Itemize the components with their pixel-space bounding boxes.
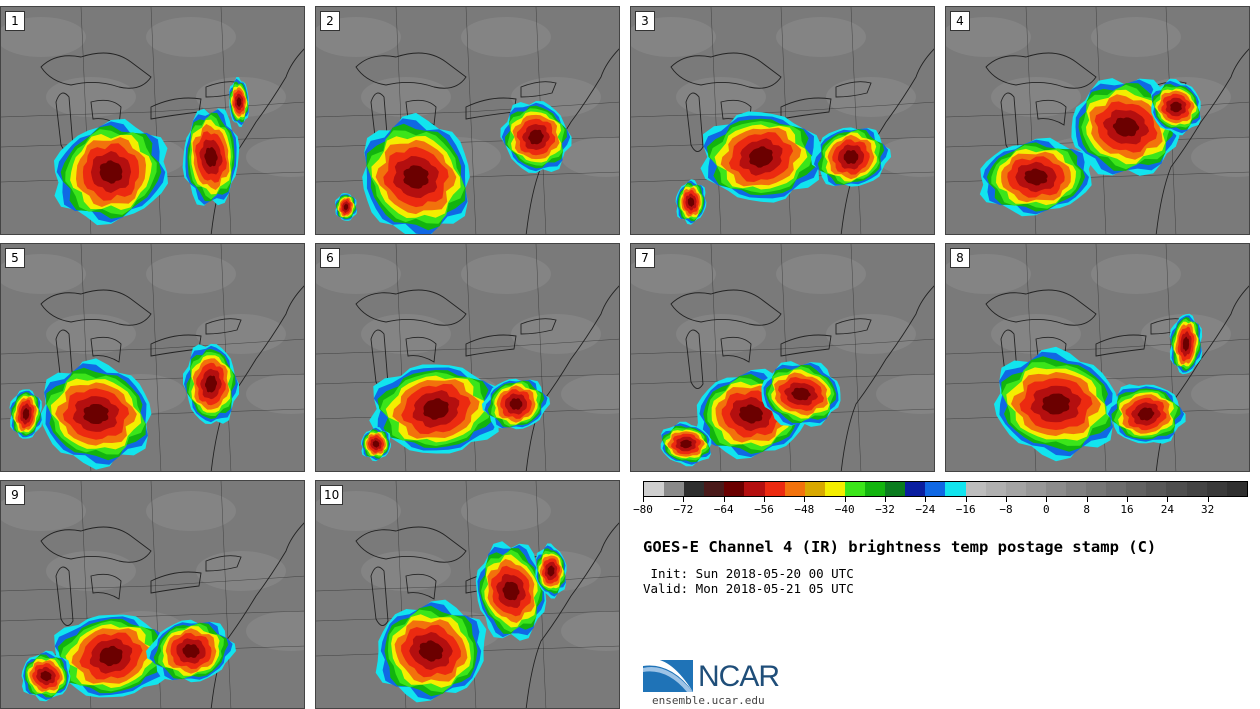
colorbar-tick-label: −32 — [875, 503, 895, 516]
colorbar-tick-mark — [965, 497, 967, 502]
colorbar-tick-mark — [643, 497, 644, 502]
colorbar-tick-label: −24 — [915, 503, 936, 516]
colorbar — [643, 481, 1248, 497]
colorbar-segment — [824, 482, 845, 496]
colorbar-segment — [704, 482, 725, 496]
colorbar-segment — [724, 482, 745, 496]
colorbar-tick-mark — [1006, 497, 1007, 502]
ensemble-member-panel: 6 — [315, 243, 620, 472]
colorbar-tick-mark — [804, 497, 806, 502]
colorbar-tick-label: −80 — [633, 503, 653, 516]
colorbar-segment — [664, 482, 685, 496]
ensemble-member-panel: 9 — [0, 480, 305, 709]
ir-satellite-map — [946, 7, 1249, 234]
panel-number: 6 — [320, 248, 340, 268]
colorbar-segment — [1186, 482, 1207, 496]
colorbar-segment — [684, 482, 705, 496]
panel-number: 10 — [320, 485, 344, 505]
panel-number: 4 — [950, 11, 970, 31]
ir-satellite-map — [1, 244, 304, 471]
colorbar-segment — [945, 482, 966, 496]
colorbar-tick-label: 0 — [1043, 503, 1050, 516]
ensemble-member-panel: 7 — [630, 243, 935, 472]
colorbar-segment — [1005, 482, 1026, 496]
colorbar-segment — [925, 482, 946, 496]
ir-satellite-map — [631, 7, 934, 234]
colorbar-tick-label: 8 — [1083, 503, 1090, 516]
colorbar-segment — [885, 482, 906, 496]
colorbar-tick-label: −40 — [834, 503, 855, 516]
colorbar-tick-label: −8 — [999, 503, 1013, 516]
colorbar-ticks: −80 −72 −64 −56 −48 −40 −32 −24 −16 −8 0 8 16 24 32 — [633, 497, 1248, 517]
ir-satellite-map — [316, 481, 619, 708]
panel-number: 8 — [950, 248, 970, 268]
colorbar-segment — [764, 482, 785, 496]
panel-number: 2 — [320, 11, 340, 31]
colorbar-tick-mark — [925, 497, 927, 502]
colorbar-tick-label: −64 — [713, 503, 734, 516]
colorbar-segment — [1206, 482, 1227, 496]
colorbar-segment — [744, 482, 765, 496]
valid-time: Valid: Mon 2018-05-21 05 UTC — [643, 581, 854, 596]
colorbar-tick-mark — [683, 497, 685, 502]
panel-number: 7 — [635, 248, 655, 268]
colorbar-tick-label: −72 — [673, 503, 694, 516]
colorbar-segment — [1226, 482, 1247, 496]
colorbar-tick-mark — [885, 497, 886, 502]
panel-number: 3 — [635, 11, 655, 31]
colorbar-segment — [905, 482, 926, 496]
colorbar-tick-label: 16 — [1120, 503, 1134, 516]
colorbar-tick-label: 24 — [1160, 503, 1174, 516]
colorbar-tick-mark — [723, 497, 725, 502]
ir-satellite-map — [946, 244, 1249, 471]
colorbar-tick-mark — [1127, 497, 1128, 502]
ir-satellite-map — [1, 481, 304, 708]
ncar-logo-icon — [643, 658, 693, 692]
ir-satellite-map — [316, 7, 619, 234]
colorbar-segment — [784, 482, 805, 496]
colorbar-segment — [1106, 482, 1127, 496]
colorbar-segment — [965, 482, 986, 496]
colorbar-segment — [804, 482, 825, 496]
colorbar-tick-mark — [1207, 497, 1209, 502]
colorbar-tick-label: −48 — [794, 503, 815, 516]
colorbar-tick-mark — [1086, 497, 1088, 502]
colorbar-tick-mark — [844, 497, 846, 502]
panel-number: 1 — [5, 11, 25, 31]
ensemble-member-panel: 4 — [945, 6, 1250, 235]
ensemble-member-panel: 1 — [0, 6, 305, 235]
ensemble-member-panel: 10 — [315, 480, 620, 709]
colorbar-tick-mark — [1167, 497, 1169, 502]
ncar-logo-text: NCAR — [698, 660, 780, 693]
colorbar-tick-label: 32 — [1201, 503, 1215, 516]
ensemble-member-panel: 5 — [0, 243, 305, 472]
colorbar-segment — [644, 482, 665, 496]
colorbar-tick-mark — [764, 497, 765, 502]
ensemble-member-panel: 2 — [315, 6, 620, 235]
colorbar-segment — [1045, 482, 1066, 496]
colorbar-segment — [865, 482, 886, 496]
ir-satellite-map — [631, 244, 934, 471]
colorbar-tick-mark — [1046, 497, 1048, 502]
colorbar-segment — [844, 482, 866, 496]
colorbar-segment — [985, 482, 1006, 496]
colorbar-segment — [1166, 482, 1187, 496]
colorbar-segment — [1065, 482, 1087, 496]
panel-number: 9 — [5, 485, 25, 505]
panel-number: 5 — [5, 248, 25, 268]
colorbar-segment — [1086, 482, 1107, 496]
ir-satellite-map — [316, 244, 619, 471]
init-time: Init: Sun 2018-05-20 00 UTC — [643, 566, 854, 581]
colorbar-tick-label: −16 — [955, 503, 976, 516]
colorbar-segment — [1126, 482, 1147, 496]
colorbar-segment — [1146, 482, 1167, 496]
ir-satellite-map — [1, 7, 304, 234]
ensemble-member-panel: 3 — [630, 6, 935, 235]
colorbar-segment — [1025, 482, 1046, 496]
figure-title: GOES-E Channel 4 (IR) brightness temp po… — [643, 538, 1157, 556]
website-link[interactable]: ensemble.ucar.edu — [652, 694, 765, 707]
ensemble-member-panel: 8 — [945, 243, 1250, 472]
colorbar-tick-label: −56 — [754, 503, 774, 516]
